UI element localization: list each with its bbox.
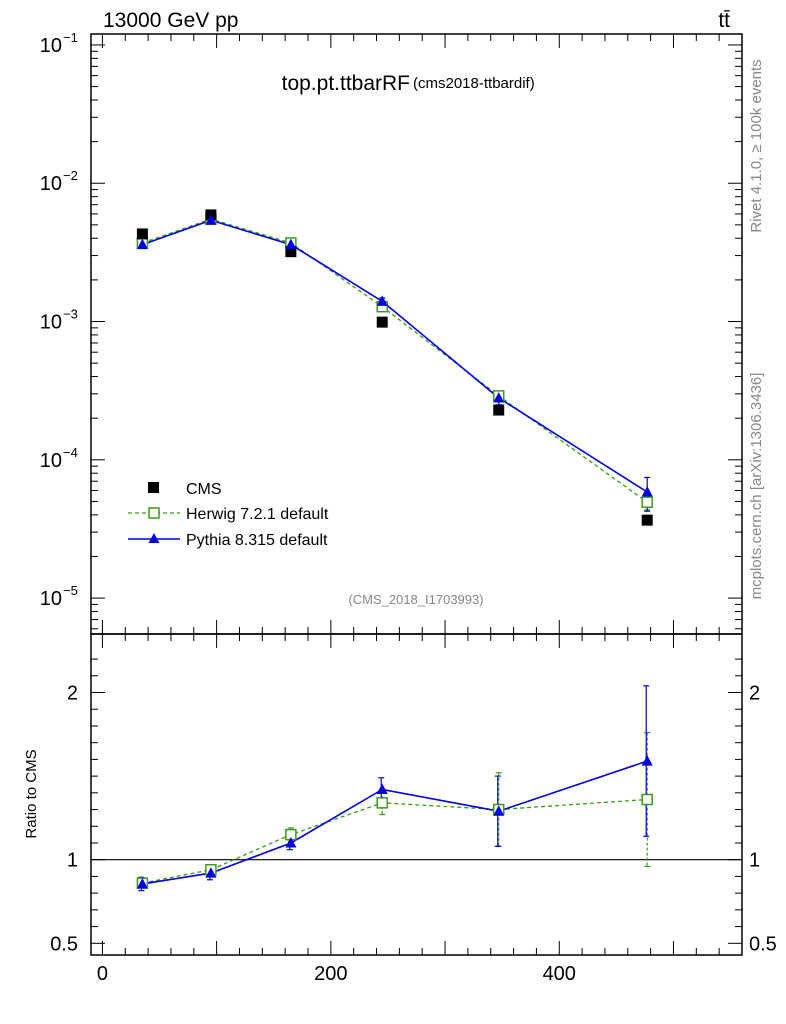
legend-pythia-marker xyxy=(148,533,160,543)
legend-herwig-marker xyxy=(148,507,160,519)
main-axis-ticks xyxy=(91,34,742,634)
legend-pythia-label: Pythia 8.315 default xyxy=(186,532,328,549)
main-series-layer xyxy=(136,209,653,526)
herwig-line xyxy=(142,218,648,503)
cms-marker xyxy=(136,228,148,240)
ratio-y-tick-label-right: 1 xyxy=(749,850,760,872)
pythia-marker xyxy=(285,238,297,250)
rivet-label: Rivet 4.1.0, ≥ 100k events xyxy=(748,59,765,232)
ratio-axis-label: Ratio to CMS xyxy=(23,749,40,838)
ratio-pythia-marker xyxy=(285,836,297,848)
cms-marker xyxy=(285,246,297,258)
ratio-plot-panel: 0.5 0.5 1 1 2 2 0 200 400 Ratio to CMS xyxy=(23,633,777,985)
ratio-y-tick-labels: 0.5 0.5 1 1 2 2 xyxy=(50,683,777,956)
herwig-marker xyxy=(641,496,653,508)
main-plot-panel: 10−510−410−310−210−1 top.pt.ttbarRF (cms… xyxy=(40,30,743,635)
ratio-y-tick-label-right: 0.5 xyxy=(749,933,777,955)
cms-marker xyxy=(641,514,653,526)
main-y-tick-exponent: −4 xyxy=(63,445,78,460)
main-y-tick-label: 10 xyxy=(40,35,62,57)
pythia-marker xyxy=(493,391,505,403)
ratio-y-tick-label-left: 1 xyxy=(67,850,78,872)
pythia-marker xyxy=(641,486,653,497)
energy-label: 13000 GeV pp xyxy=(103,9,238,32)
pythia-marker xyxy=(205,214,217,225)
ratio-pythia-line xyxy=(142,760,648,885)
analysis-watermark: (CMS_2018_I1703993) xyxy=(348,592,483,607)
ratio-pythia-marker xyxy=(493,805,505,816)
main-y-tick-label: 10 xyxy=(40,588,62,610)
x-tick-label: 200 xyxy=(314,963,347,985)
chart-subtitle: (cms2018-ttbardif) xyxy=(413,75,535,92)
process-label: tt̄ xyxy=(718,9,730,32)
ratio-herwig-line xyxy=(142,798,648,884)
ratio-pythia-marker xyxy=(136,877,148,889)
ratio-y-tick-label-left: 0.5 xyxy=(50,933,78,955)
main-y-tick-exponent: −5 xyxy=(63,583,78,598)
legend-cms-marker xyxy=(148,482,159,493)
ratio-pythia-marker xyxy=(376,783,388,794)
pythia-marker xyxy=(376,295,388,306)
ratio-pythia-marker xyxy=(641,755,653,766)
pythia-line xyxy=(142,219,648,493)
main-y-tick-label: 10 xyxy=(40,173,62,195)
cms-marker xyxy=(376,316,388,328)
ratio-herwig-marker xyxy=(641,793,653,806)
legend-cms-label: CMS xyxy=(186,481,222,498)
x-tick-labels: 0 200 400 xyxy=(97,963,576,985)
ratio-series-layer xyxy=(136,685,653,892)
main-y-tick-labels: 10−510−410−310−210−1 xyxy=(40,30,78,610)
ratio-y-tick-label-right: 2 xyxy=(749,683,760,705)
main-y-tick-exponent: −1 xyxy=(63,30,78,45)
main-y-tick-label: 10 xyxy=(40,450,62,472)
chart-title: top.pt.ttbarRF xyxy=(282,72,410,95)
legend: CMS Herwig 7.2.1 default Pythia 8.315 de… xyxy=(128,481,329,549)
ratio-axis-ticks xyxy=(91,634,742,955)
ratio-pythia-marker xyxy=(205,867,217,878)
ratio-y-tick-label-left: 2 xyxy=(67,683,78,705)
ratio-herwig-marker xyxy=(376,797,388,809)
x-tick-label: 400 xyxy=(543,963,576,985)
legend-herwig-label: Herwig 7.2.1 default xyxy=(186,506,329,523)
main-y-tick-exponent: −2 xyxy=(63,168,78,183)
cms-marker xyxy=(493,404,505,416)
pythia-marker xyxy=(136,238,148,250)
mcplots-label: mcplots.cern.ch [arXiv:1306.3436] xyxy=(748,373,765,600)
main-y-tick-label: 10 xyxy=(40,312,62,334)
main-y-tick-exponent: −3 xyxy=(63,307,78,322)
x-tick-label: 0 xyxy=(97,963,108,985)
ratio-frame xyxy=(90,633,743,956)
